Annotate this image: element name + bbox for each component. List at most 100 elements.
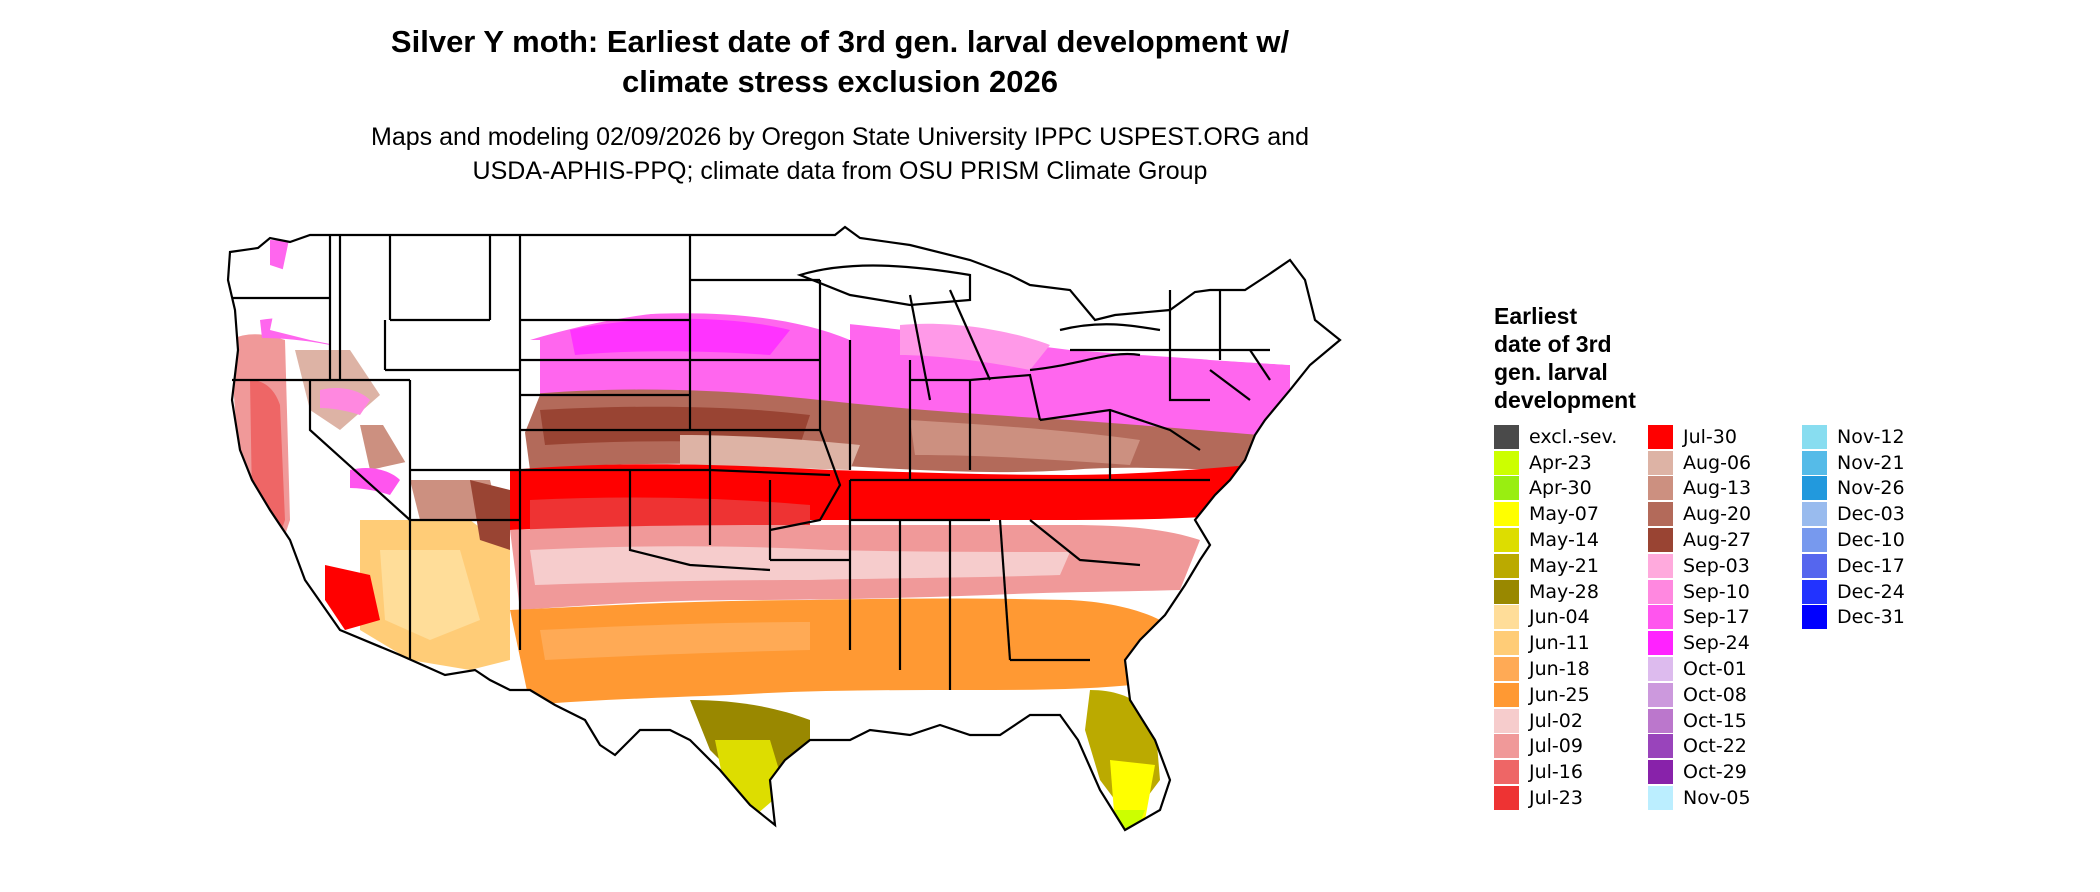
legend-swatch	[1648, 476, 1673, 501]
legend-label: Jun-25	[1529, 683, 1590, 706]
legend-swatch	[1648, 502, 1673, 527]
legend-item: Nov-12	[1802, 424, 1952, 450]
legend-item: Oct-22	[1648, 734, 1798, 760]
legend-swatch	[1802, 553, 1827, 578]
legend-label: Sep-17	[1683, 606, 1750, 629]
legend-swatch	[1494, 786, 1519, 811]
legend-title: Earliest date of 3rd gen. larval develop…	[1494, 302, 1714, 414]
legend-label: Sep-10	[1683, 580, 1750, 603]
legend-item: Aug-20	[1648, 501, 1798, 527]
legend-label: Nov-05	[1683, 787, 1751, 810]
legend-label: Jul-09	[1529, 735, 1583, 758]
legend-label: Jun-11	[1529, 632, 1590, 655]
legend-swatch	[1648, 657, 1673, 682]
legend-item: Oct-15	[1648, 708, 1798, 734]
legend-label: Jul-30	[1683, 425, 1737, 448]
legend-item: Sep-10	[1648, 579, 1798, 605]
legend-item: May-14	[1494, 527, 1644, 553]
legend-label: Dec-17	[1837, 554, 1905, 577]
us-map	[210, 220, 1480, 890]
legend-swatch	[1648, 734, 1673, 759]
legend-swatch	[1494, 450, 1519, 475]
legend-label: Oct-22	[1683, 735, 1747, 758]
legend-item: Sep-17	[1648, 605, 1798, 631]
legend-label: Apr-30	[1529, 477, 1592, 500]
map-subtitle: Maps and modeling 02/09/2026 by Oregon S…	[260, 120, 1420, 188]
legend-swatch	[1648, 553, 1673, 578]
legend-label: Oct-01	[1683, 658, 1747, 681]
legend-swatch	[1648, 528, 1673, 553]
legend-item: Jul-02	[1494, 708, 1644, 734]
legend-label: Aug-06	[1683, 451, 1752, 474]
legend-swatch	[1648, 424, 1673, 449]
legend: Earliest date of 3rd gen. larval develop…	[1494, 302, 2054, 822]
legend-swatch	[1494, 708, 1519, 733]
legend-columns: excl.-sev. Apr-23 Apr-30 May-07 May-14 May-21…	[1494, 424, 2054, 811]
legend-swatch	[1802, 605, 1827, 630]
legend-column: excl.-sev. Apr-23 Apr-30 May-07 May-14 May-21…	[1494, 424, 1644, 811]
legend-item: Sep-24	[1648, 630, 1798, 656]
legend-title-line-3: gen. larval	[1494, 359, 1608, 385]
legend-swatch	[1494, 476, 1519, 501]
legend-item: Nov-21	[1802, 450, 1952, 476]
legend-swatch	[1494, 734, 1519, 759]
legend-swatch	[1802, 528, 1827, 553]
map-title: Silver Y moth: Earliest date of 3rd gen.…	[260, 22, 1420, 102]
legend-column: Nov-12 Nov-21 Nov-26 Dec-03 Dec-10 Dec-17 Dec-…	[1802, 424, 1952, 811]
legend-item: Apr-30	[1494, 476, 1644, 502]
legend-label: Nov-26	[1837, 477, 1905, 500]
legend-item: Jun-11	[1494, 630, 1644, 656]
legend-label: Nov-21	[1837, 451, 1905, 474]
legend-item: Nov-26	[1802, 476, 1952, 502]
legend-swatch	[1494, 605, 1519, 630]
legend-swatch	[1494, 631, 1519, 656]
legend-label: Oct-08	[1683, 683, 1747, 706]
legend-swatch	[1494, 424, 1519, 449]
legend-item: Jun-04	[1494, 605, 1644, 631]
legend-label: Jul-16	[1529, 761, 1583, 784]
legend-swatch	[1648, 450, 1673, 475]
legend-swatch	[1802, 476, 1827, 501]
legend-swatch	[1802, 424, 1827, 449]
legend-swatch	[1494, 553, 1519, 578]
legend-item: Dec-03	[1802, 501, 1952, 527]
legend-label: May-07	[1529, 503, 1599, 526]
legend-item: Dec-24	[1802, 579, 1952, 605]
legend-item: Dec-10	[1802, 527, 1952, 553]
legend-item: Jul-16	[1494, 759, 1644, 785]
legend-swatch	[1494, 760, 1519, 785]
legend-label: Jun-04	[1529, 606, 1590, 629]
legend-label: May-14	[1529, 529, 1599, 552]
legend-swatch	[1648, 708, 1673, 733]
legend-label: May-21	[1529, 554, 1599, 577]
map-subtitle-line-1: Maps and modeling 02/09/2026 by Oregon S…	[371, 123, 1309, 151]
legend-label: Aug-27	[1683, 529, 1752, 552]
legend-label: Aug-20	[1683, 503, 1752, 526]
legend-label: Oct-15	[1683, 709, 1747, 732]
legend-item: Jul-30	[1648, 424, 1798, 450]
legend-item: Jul-23	[1494, 785, 1644, 811]
legend-item: Jun-25	[1494, 682, 1644, 708]
legend-item: Sep-03	[1648, 553, 1798, 579]
legend-item: May-28	[1494, 579, 1644, 605]
legend-swatch	[1802, 450, 1827, 475]
legend-item: Dec-31	[1802, 605, 1952, 631]
legend-item: May-21	[1494, 553, 1644, 579]
legend-item: Oct-29	[1648, 759, 1798, 785]
legend-swatch	[1648, 786, 1673, 811]
legend-label: Dec-03	[1837, 503, 1905, 526]
legend-label: excl.-sev.	[1529, 425, 1618, 448]
map-title-line-2: climate stress exclusion 2026	[622, 64, 1058, 99]
legend-swatch	[1802, 579, 1827, 604]
legend-title-line-2: date of 3rd	[1494, 331, 1612, 357]
legend-column: Jul-30 Aug-06 Aug-13 Aug-20 Aug-27 Sep-03 Sep-…	[1648, 424, 1798, 811]
legend-item: Aug-06	[1648, 450, 1798, 476]
legend-label: Aug-13	[1683, 477, 1752, 500]
legend-label: Jul-02	[1529, 709, 1583, 732]
legend-label: May-28	[1529, 580, 1599, 603]
legend-item: Apr-23	[1494, 450, 1644, 476]
legend-swatch	[1648, 682, 1673, 707]
map-title-line-1: Silver Y moth: Earliest date of 3rd gen.…	[390, 24, 1290, 59]
legend-label: Dec-10	[1837, 529, 1905, 552]
legend-item: Aug-27	[1648, 527, 1798, 553]
